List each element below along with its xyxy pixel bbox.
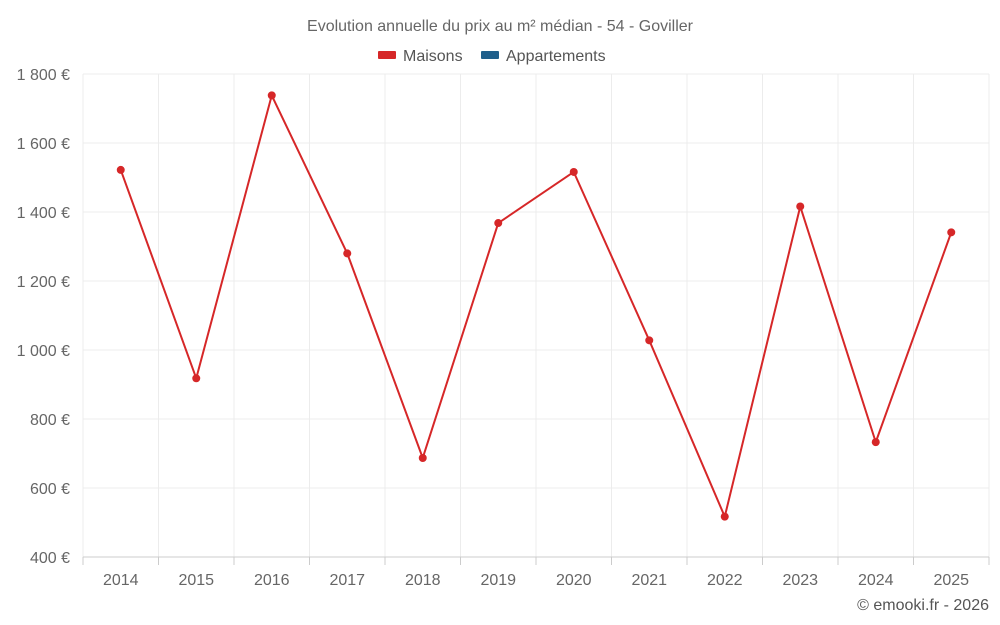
x-tick-label: 2016: [254, 572, 290, 589]
x-axis-labels: 2014 2015 2016 2017 2018 2019 2020 2021 2022 2023…: [103, 572, 969, 589]
data-point-maisons-2024[interactable]: [871, 438, 880, 447]
y-tick-label: 600 €: [30, 481, 70, 498]
y-tick-label: 1 200 €: [17, 274, 70, 291]
data-point-maisons-2017[interactable]: [343, 249, 352, 258]
data-point-maisons-2015[interactable]: [192, 374, 201, 383]
x-tick-label: 2015: [178, 572, 214, 589]
x-tick-label: 2017: [329, 572, 365, 589]
data-point-maisons-2021[interactable]: [645, 336, 654, 345]
y-tick-label: 1 800 €: [17, 67, 70, 84]
legend-item-appartements[interactable]: Appartements: [481, 48, 606, 65]
axes: [82, 556, 990, 565]
x-tick-label: 2018: [405, 572, 441, 589]
data-point-maisons-2022[interactable]: [720, 512, 729, 521]
series-maisons: [116, 91, 956, 521]
y-tick-label: 1 000 €: [17, 343, 70, 360]
legend-label-maisons: Maisons: [403, 48, 463, 65]
y-tick-label: 400 €: [30, 550, 70, 567]
legend-label-appartements: Appartements: [506, 48, 606, 65]
y-tick-label: 1 600 €: [17, 136, 70, 153]
x-tick-label: 2021: [631, 572, 667, 589]
credit-text: © emooki.fr - 2026: [857, 597, 989, 614]
y-axis-labels: 400 € 600 € 800 € 1 000 € 1 200 € 1 400 € 1 60…: [17, 67, 70, 567]
y-tick-label: 800 €: [30, 412, 70, 429]
y-tick-label: 1 400 €: [17, 205, 70, 222]
x-tick-label: 2020: [556, 572, 592, 589]
data-point-maisons-2025[interactable]: [947, 228, 956, 237]
data-point-maisons-2016[interactable]: [267, 91, 276, 100]
data-point-maisons-2020[interactable]: [569, 167, 578, 176]
x-tick-label: 2019: [480, 572, 516, 589]
grid: [82, 73, 990, 557]
data-point-maisons-2023[interactable]: [796, 202, 805, 211]
legend-swatch-appartements: [481, 51, 499, 59]
chart-legend: Maisons Appartements: [378, 48, 606, 65]
x-tick-label: 2023: [782, 572, 818, 589]
x-tick-label: 2022: [707, 572, 743, 589]
x-tick-label: 2025: [933, 572, 969, 589]
chart-title: Evolution annuelle du prix au m² médian …: [307, 18, 694, 35]
legend-swatch-maisons: [378, 51, 396, 59]
x-tick-label: 2014: [103, 572, 139, 589]
series-line-maisons: [119, 94, 953, 518]
x-tick-label: 2024: [858, 572, 894, 589]
data-point-maisons-2014[interactable]: [116, 165, 125, 174]
data-point-maisons-2018[interactable]: [418, 453, 427, 462]
legend-item-maisons[interactable]: Maisons: [378, 48, 463, 65]
data-point-maisons-2019[interactable]: [494, 219, 503, 228]
